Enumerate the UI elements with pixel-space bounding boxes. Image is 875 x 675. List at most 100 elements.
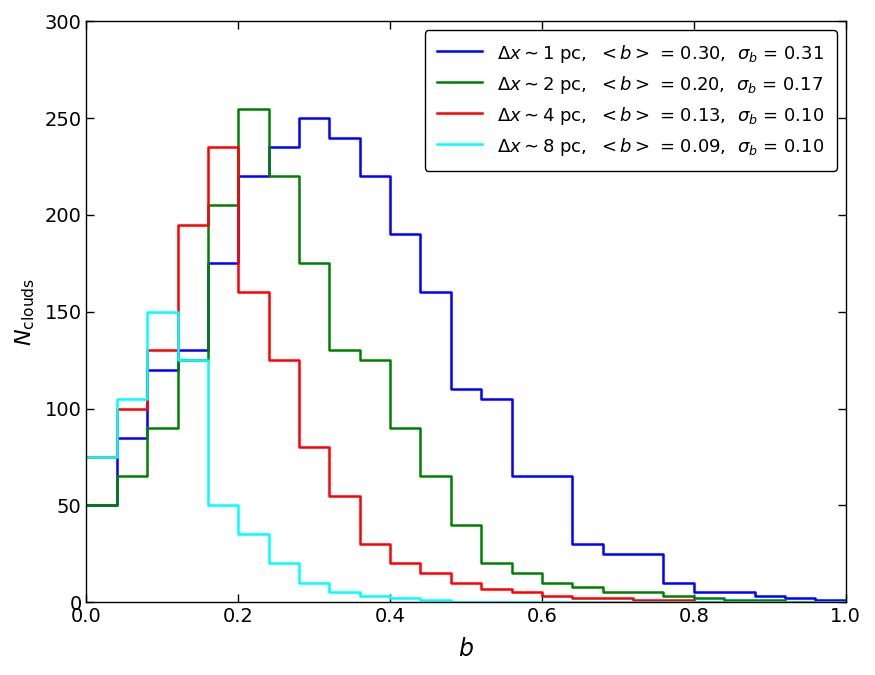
$\Delta x \sim 4$ pc,  $<b>$ = 0.13,  $\sigma_b$ = 0.10 (385, 560, 396, 568)
$\Delta x \sim 1$ pc,  $<b>$ = 0.30,  $\sigma_b$ = 0.31 (233, 172, 243, 180)
$\Delta x \sim 2$ pc,  $<b>$ = 0.20,  $\sigma_b$ = 0.17 (810, 598, 821, 606)
$\Delta x \sim 4$ pc,  $<b>$ = 0.13,  $\sigma_b$ = 0.10 (294, 443, 304, 452)
$\Delta x \sim 2$ pc,  $<b>$ = 0.20,  $\sigma_b$ = 0.17 (81, 502, 92, 510)
$\Delta x \sim 1$ pc,  $<b>$ = 0.30,  $\sigma_b$ = 0.31 (840, 598, 850, 606)
$\Delta x \sim 8$ pc,  $<b>$ = 0.09,  $\sigma_b$ = 0.10 (536, 598, 547, 606)
$\Delta x \sim 4$ pc,  $<b>$ = 0.13,  $\sigma_b$ = 0.10 (111, 404, 122, 412)
$\Delta x \sim 8$ pc,  $<b>$ = 0.09,  $\sigma_b$ = 0.10 (324, 589, 334, 597)
$\Delta x \sim 4$ pc,  $<b>$ = 0.13,  $\sigma_b$ = 0.10 (780, 598, 790, 606)
$\Delta x \sim 8$ pc,  $<b>$ = 0.09,  $\sigma_b$ = 0.10 (719, 598, 730, 606)
$\Delta x \sim 8$ pc,  $<b>$ = 0.09,  $\sigma_b$ = 0.10 (354, 592, 365, 600)
$\Delta x \sim 2$ pc,  $<b>$ = 0.20,  $\sigma_b$ = 0.17 (385, 424, 396, 432)
$\Delta x \sim 2$ pc,  $<b>$ = 0.20,  $\sigma_b$ = 0.17 (354, 356, 365, 365)
$\Delta x \sim 2$ pc,  $<b>$ = 0.20,  $\sigma_b$ = 0.17 (263, 172, 274, 180)
$\Delta x \sim 1$ pc,  $<b>$ = 0.30,  $\sigma_b$ = 0.31 (658, 578, 668, 587)
$\Delta x \sim 2$ pc,  $<b>$ = 0.20,  $\sigma_b$ = 0.17 (445, 520, 456, 529)
$\Delta x \sim 2$ pc,  $<b>$ = 0.20,  $\sigma_b$ = 0.17 (203, 201, 214, 209)
$\Delta x \sim 1$ pc,  $<b>$ = 0.30,  $\sigma_b$ = 0.31 (324, 134, 334, 142)
$\Delta x \sim 8$ pc,  $<b>$ = 0.09,  $\sigma_b$ = 0.10 (81, 453, 92, 461)
$\Delta x \sim 1$ pc,  $<b>$ = 0.30,  $\sigma_b$ = 0.31 (294, 114, 304, 122)
$\Delta x \sim 1$ pc,  $<b>$ = 0.30,  $\sigma_b$ = 0.31 (172, 346, 183, 354)
$\Delta x \sim 8$ pc,  $<b>$ = 0.09,  $\sigma_b$ = 0.10 (749, 598, 760, 606)
$\Delta x \sim 8$ pc,  $<b>$ = 0.09,  $\sigma_b$ = 0.10 (598, 598, 608, 606)
$\Delta x \sim 2$ pc,  $<b>$ = 0.20,  $\sigma_b$ = 0.17 (476, 560, 487, 568)
$\Delta x \sim 4$ pc,  $<b>$ = 0.13,  $\sigma_b$ = 0.10 (354, 540, 365, 548)
$\Delta x \sim 8$ pc,  $<b>$ = 0.09,  $\sigma_b$ = 0.10 (658, 598, 668, 606)
$\Delta x \sim 1$ pc,  $<b>$ = 0.30,  $\sigma_b$ = 0.31 (203, 259, 214, 267)
$\Delta x \sim 1$ pc,  $<b>$ = 0.30,  $\sigma_b$ = 0.31 (111, 433, 122, 441)
$\Delta x \sim 4$ pc,  $<b>$ = 0.13,  $\sigma_b$ = 0.10 (476, 585, 487, 593)
$\Delta x \sim 1$ pc,  $<b>$ = 0.30,  $\sigma_b$ = 0.31 (385, 230, 396, 238)
$\Delta x \sim 8$ pc,  $<b>$ = 0.09,  $\sigma_b$ = 0.10 (507, 598, 517, 606)
$\Delta x \sim 1$ pc,  $<b>$ = 0.30,  $\sigma_b$ = 0.31 (507, 472, 517, 481)
$\Delta x \sim 8$ pc,  $<b>$ = 0.09,  $\sigma_b$ = 0.10 (780, 598, 790, 606)
$\Delta x \sim 2$ pc,  $<b>$ = 0.20,  $\sigma_b$ = 0.17 (172, 356, 183, 365)
$\Delta x \sim 4$ pc,  $<b>$ = 0.13,  $\sigma_b$ = 0.10 (567, 594, 578, 602)
$\Delta x \sim 4$ pc,  $<b>$ = 0.13,  $\sigma_b$ = 0.10 (810, 598, 821, 606)
Y-axis label: $N_\mathrm{clouds}$: $N_\mathrm{clouds}$ (14, 277, 38, 346)
$\Delta x \sim 8$ pc,  $<b>$ = 0.09,  $\sigma_b$ = 0.10 (445, 598, 456, 606)
$\Delta x \sim 2$ pc,  $<b>$ = 0.20,  $\sigma_b$ = 0.17 (689, 594, 699, 602)
$\Delta x \sim 4$ pc,  $<b>$ = 0.13,  $\sigma_b$ = 0.10 (719, 598, 730, 606)
$\Delta x \sim 4$ pc,  $<b>$ = 0.13,  $\sigma_b$ = 0.10 (203, 143, 214, 151)
$\Delta x \sim 2$ pc,  $<b>$ = 0.20,  $\sigma_b$ = 0.17 (324, 346, 334, 354)
$\Delta x \sim 8$ pc,  $<b>$ = 0.09,  $\sigma_b$ = 0.10 (111, 395, 122, 403)
$\Delta x \sim 1$ pc,  $<b>$ = 0.30,  $\sigma_b$ = 0.31 (810, 596, 821, 604)
$\Delta x \sim 2$ pc,  $<b>$ = 0.20,  $\sigma_b$ = 0.17 (294, 259, 304, 267)
$\Delta x \sim 4$ pc,  $<b>$ = 0.13,  $\sigma_b$ = 0.10 (81, 453, 92, 461)
$\Delta x \sim 2$ pc,  $<b>$ = 0.20,  $\sigma_b$ = 0.17 (111, 472, 122, 481)
$\Delta x \sim 2$ pc,  $<b>$ = 0.20,  $\sigma_b$ = 0.17 (416, 472, 426, 481)
$\Delta x \sim 4$ pc,  $<b>$ = 0.13,  $\sigma_b$ = 0.10 (628, 596, 639, 604)
$\Delta x \sim 8$ pc,  $<b>$ = 0.09,  $\sigma_b$ = 0.10 (567, 598, 578, 606)
$\Delta x \sim 8$ pc,  $<b>$ = 0.09,  $\sigma_b$ = 0.10 (840, 598, 850, 606)
$\Delta x \sim 1$ pc,  $<b>$ = 0.30,  $\sigma_b$ = 0.31 (81, 502, 92, 510)
$\Delta x \sim 4$ pc,  $<b>$ = 0.13,  $\sigma_b$ = 0.10 (536, 592, 547, 600)
$\Delta x \sim 2$ pc,  $<b>$ = 0.20,  $\sigma_b$ = 0.17 (749, 596, 760, 604)
$\Delta x \sim 4$ pc,  $<b>$ = 0.13,  $\sigma_b$ = 0.10 (658, 596, 668, 604)
$\Delta x \sim 4$ pc,  $<b>$ = 0.13,  $\sigma_b$ = 0.10 (416, 569, 426, 577)
$\Delta x \sim 2$ pc,  $<b>$ = 0.20,  $\sigma_b$ = 0.17 (233, 105, 243, 113)
$\Delta x \sim 2$ pc,  $<b>$ = 0.20,  $\sigma_b$ = 0.17 (567, 583, 578, 591)
$\Delta x \sim 1$ pc,  $<b>$ = 0.30,  $\sigma_b$ = 0.31 (142, 366, 152, 374)
$\Delta x \sim 8$ pc,  $<b>$ = 0.09,  $\sigma_b$ = 0.10 (294, 578, 304, 587)
Legend: $\Delta x \sim 1$ pc,  $<b>$ = 0.30,  $\sigma_b$ = 0.31, $\Delta x \sim 2$ pc,  : $\Delta x \sim 1$ pc, $<b>$ = 0.30, $\si… (424, 30, 836, 171)
$\Delta x \sim 1$ pc,  $<b>$ = 0.30,  $\sigma_b$ = 0.31 (749, 592, 760, 600)
Line: $\Delta x \sim 2$ pc,  $<b>$ = 0.20,  $\sigma_b$ = 0.17: $\Delta x \sim 2$ pc, $<b>$ = 0.20, $\si… (87, 109, 845, 602)
$\Delta x \sim 1$ pc,  $<b>$ = 0.30,  $\sigma_b$ = 0.31 (719, 589, 730, 597)
$\Delta x \sim 4$ pc,  $<b>$ = 0.13,  $\sigma_b$ = 0.10 (840, 598, 850, 606)
$\Delta x \sim 2$ pc,  $<b>$ = 0.20,  $\sigma_b$ = 0.17 (628, 589, 639, 597)
Line: $\Delta x \sim 1$ pc,  $<b>$ = 0.30,  $\sigma_b$ = 0.31: $\Delta x \sim 1$ pc, $<b>$ = 0.30, $\si… (87, 118, 845, 602)
$\Delta x \sim 1$ pc,  $<b>$ = 0.30,  $\sigma_b$ = 0.31 (780, 594, 790, 602)
$\Delta x \sim 2$ pc,  $<b>$ = 0.20,  $\sigma_b$ = 0.17 (719, 596, 730, 604)
$\Delta x \sim 1$ pc,  $<b>$ = 0.30,  $\sigma_b$ = 0.31 (354, 172, 365, 180)
$\Delta x \sim 1$ pc,  $<b>$ = 0.30,  $\sigma_b$ = 0.31 (445, 385, 456, 394)
$\Delta x \sim 4$ pc,  $<b>$ = 0.13,  $\sigma_b$ = 0.10 (142, 346, 152, 354)
Line: $\Delta x \sim 8$ pc,  $<b>$ = 0.09,  $\sigma_b$ = 0.10: $\Delta x \sim 8$ pc, $<b>$ = 0.09, $\si… (87, 312, 845, 602)
$\Delta x \sim 2$ pc,  $<b>$ = 0.20,  $\sigma_b$ = 0.17 (142, 424, 152, 432)
$\Delta x \sim 1$ pc,  $<b>$ = 0.30,  $\sigma_b$ = 0.31 (263, 143, 274, 151)
$\Delta x \sim 8$ pc,  $<b>$ = 0.09,  $\sigma_b$ = 0.10 (810, 598, 821, 606)
$\Delta x \sim 8$ pc,  $<b>$ = 0.09,  $\sigma_b$ = 0.10 (385, 594, 396, 602)
$\Delta x \sim 4$ pc,  $<b>$ = 0.13,  $\sigma_b$ = 0.10 (749, 598, 760, 606)
$\Delta x \sim 4$ pc,  $<b>$ = 0.13,  $\sigma_b$ = 0.10 (324, 491, 334, 500)
$\Delta x \sim 8$ pc,  $<b>$ = 0.09,  $\sigma_b$ = 0.10 (203, 502, 214, 510)
$\Delta x \sim 1$ pc,  $<b>$ = 0.30,  $\sigma_b$ = 0.31 (416, 288, 426, 296)
$\Delta x \sim 8$ pc,  $<b>$ = 0.09,  $\sigma_b$ = 0.10 (263, 560, 274, 568)
$\Delta x \sim 4$ pc,  $<b>$ = 0.13,  $\sigma_b$ = 0.10 (263, 356, 274, 365)
$\Delta x \sim 8$ pc,  $<b>$ = 0.09,  $\sigma_b$ = 0.10 (476, 598, 487, 606)
$\Delta x \sim 2$ pc,  $<b>$ = 0.20,  $\sigma_b$ = 0.17 (658, 592, 668, 600)
$\Delta x \sim 4$ pc,  $<b>$ = 0.13,  $\sigma_b$ = 0.10 (507, 589, 517, 597)
$\Delta x \sim 4$ pc,  $<b>$ = 0.13,  $\sigma_b$ = 0.10 (172, 221, 183, 229)
$\Delta x \sim 8$ pc,  $<b>$ = 0.09,  $\sigma_b$ = 0.10 (628, 598, 639, 606)
X-axis label: $b$: $b$ (458, 637, 474, 661)
$\Delta x \sim 1$ pc,  $<b>$ = 0.30,  $\sigma_b$ = 0.31 (536, 472, 547, 481)
$\Delta x \sim 8$ pc,  $<b>$ = 0.09,  $\sigma_b$ = 0.10 (172, 356, 183, 365)
$\Delta x \sim 2$ pc,  $<b>$ = 0.20,  $\sigma_b$ = 0.17 (780, 598, 790, 606)
$\Delta x \sim 4$ pc,  $<b>$ = 0.13,  $\sigma_b$ = 0.10 (445, 578, 456, 587)
$\Delta x \sim 2$ pc,  $<b>$ = 0.20,  $\sigma_b$ = 0.17 (840, 598, 850, 606)
$\Delta x \sim 2$ pc,  $<b>$ = 0.20,  $\sigma_b$ = 0.17 (598, 589, 608, 597)
$\Delta x \sim 1$ pc,  $<b>$ = 0.30,  $\sigma_b$ = 0.31 (689, 589, 699, 597)
$\Delta x \sim 1$ pc,  $<b>$ = 0.30,  $\sigma_b$ = 0.31 (598, 549, 608, 558)
$\Delta x \sim 8$ pc,  $<b>$ = 0.09,  $\sigma_b$ = 0.10 (416, 596, 426, 604)
$\Delta x \sim 1$ pc,  $<b>$ = 0.30,  $\sigma_b$ = 0.31 (628, 549, 639, 558)
